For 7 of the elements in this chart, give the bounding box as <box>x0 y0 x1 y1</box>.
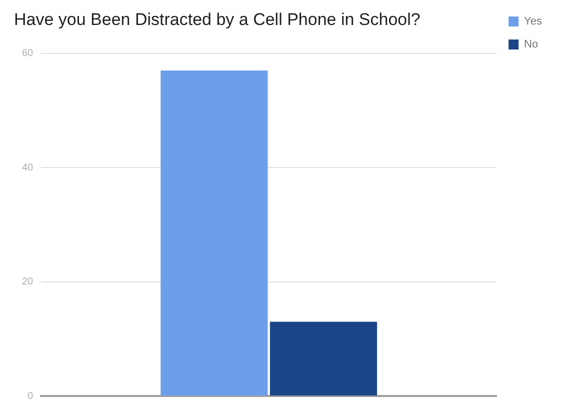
y-tick-label: 60 <box>22 48 34 60</box>
y-tick-label: 20 <box>22 276 34 288</box>
legend-label: Yes <box>524 16 542 28</box>
y-tick-label: 40 <box>22 162 34 174</box>
chart-title: Have you Been Distracted by a Cell Phone in School? <box>14 10 420 29</box>
y-tick-label: 0 <box>28 390 34 402</box>
legend-label: No <box>524 38 538 51</box>
